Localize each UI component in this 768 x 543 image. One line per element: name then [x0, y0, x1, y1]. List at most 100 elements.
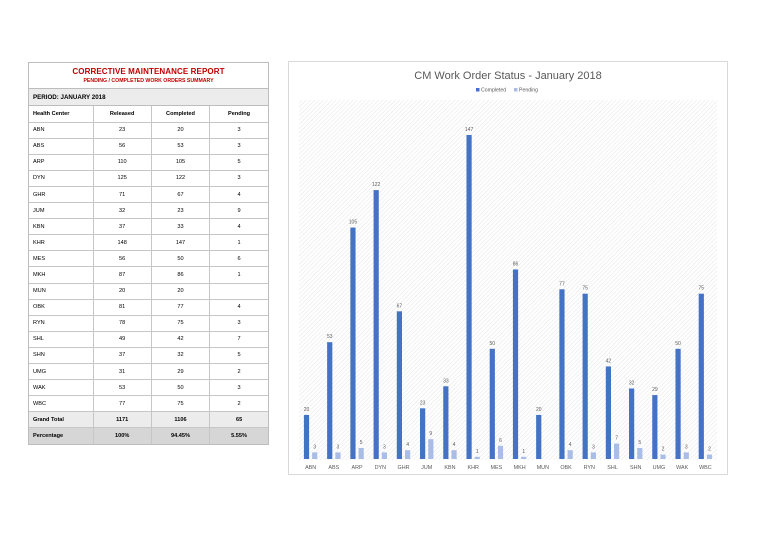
bar-pending-obk: [567, 450, 573, 459]
x-axis-ticks: ABN ABS ARP DYN GHR JUM KBN KHR MES MKH MUN OBK RYN S…: [305, 465, 712, 471]
report-table: Health Center Released Completed Pending…: [29, 106, 268, 444]
x-tick-label: WBC: [699, 465, 712, 471]
data-label-pending-mes: 6: [499, 438, 502, 444]
health-center-cell: ABN: [29, 121, 94, 139]
chart-title: CM Work Order Status - January 2018: [414, 70, 601, 82]
data-label-pending-abs: 3: [337, 444, 340, 450]
bar-completed-shn: [629, 388, 635, 459]
percentage-released: 100%: [92, 427, 152, 444]
released-cell: 87: [92, 266, 152, 284]
pending-cell: 6: [209, 250, 268, 268]
x-tick-label: MUN: [537, 465, 549, 471]
grand-total-released: 1171: [92, 411, 152, 429]
data-label-pending-jum: 9: [429, 431, 432, 437]
pending-cell: 3: [209, 169, 268, 187]
completed-cell: 42: [150, 330, 211, 348]
legend-swatch-pending: [514, 88, 518, 92]
data-label-completed-mkh: 86: [513, 261, 519, 267]
pending-cell: [209, 282, 268, 300]
released-cell: 71: [92, 185, 152, 204]
legend-swatch-completed: [476, 88, 480, 92]
bar-pending-umg: [660, 454, 666, 459]
pending-cell: 5: [209, 153, 268, 171]
health-center-cell: WAK: [29, 379, 94, 397]
data-label-pending-umg: 2: [662, 447, 665, 453]
grand-total-pending: 65: [209, 411, 268, 429]
health-center-cell: MUN: [29, 282, 94, 300]
bar-pending-jum: [428, 439, 434, 459]
released-cell: 77: [92, 395, 152, 413]
pending-cell: 9: [209, 202, 268, 220]
bar-pending-wak: [683, 452, 689, 459]
completed-cell: 105: [150, 153, 211, 171]
bar-completed-ryn: [582, 293, 588, 459]
data-label-completed-shl: 42: [606, 358, 612, 364]
released-cell: 37: [92, 346, 152, 365]
health-center-cell: SHL: [29, 330, 94, 348]
bar-pending-shl: [614, 443, 620, 459]
data-label-completed-mun: 20: [536, 407, 542, 413]
data-label-completed-jum: 23: [420, 400, 426, 406]
x-tick-label: DYN: [375, 465, 386, 471]
data-label-completed-shn: 32: [629, 380, 635, 386]
bar-completed-abn: [303, 414, 310, 459]
bar-pending-arp: [358, 447, 364, 459]
health-center-cell: MKH: [29, 266, 94, 284]
data-label-pending-ryn: 3: [592, 444, 595, 450]
completed-cell: 20: [150, 282, 211, 300]
table-row: KHR 148 147 1: [29, 234, 268, 252]
x-tick-label: SHN: [630, 465, 641, 471]
completed-cell: 67: [150, 185, 211, 204]
x-tick-label: MES: [491, 465, 503, 471]
completed-cell: 75: [150, 314, 211, 332]
table-header-row: Health Center Released Completed Pending: [29, 106, 268, 123]
data-label-pending-khr: 1: [476, 449, 479, 455]
health-center-cell: MES: [29, 250, 94, 268]
completed-cell: 29: [150, 362, 211, 381]
data-label-completed-wak: 50: [675, 341, 681, 347]
pending-cell: 3: [209, 121, 268, 139]
health-center-cell: DYN: [29, 169, 94, 187]
bar-completed-wbc: [698, 293, 704, 459]
table-row: WAK 53 50 3: [29, 379, 268, 397]
released-cell: 148: [92, 234, 152, 252]
bar-completed-kbn: [443, 386, 449, 459]
released-cell: 81: [92, 298, 152, 316]
bar-pending-ryn: [590, 452, 596, 459]
released-cell: 125: [92, 169, 152, 187]
pending-cell: 2: [209, 395, 268, 413]
report-period: PERIOD: JANUARY 2018: [29, 89, 268, 106]
data-label-pending-ghr: 4: [406, 442, 409, 448]
x-tick-label: ABN: [305, 465, 316, 471]
data-label-completed-ghr: 67: [397, 303, 403, 309]
released-cell: 32: [92, 202, 152, 220]
x-tick-label: RYN: [584, 465, 595, 471]
data-label-pending-shn: 5: [638, 440, 641, 446]
table-row: SHL 49 42 7: [29, 330, 268, 348]
bar-completed-khr: [466, 135, 472, 459]
completed-cell: 50: [150, 379, 211, 397]
column-header-pending: Pending: [209, 106, 268, 123]
maintenance-report: CORRECTIVE MAINTENANCE REPORT PENDING / …: [28, 62, 269, 445]
released-cell: 56: [92, 250, 152, 268]
health-center-cell: KHR: [29, 234, 94, 252]
data-label-pending-obk: 4: [569, 442, 572, 448]
completed-cell: 20: [150, 121, 211, 139]
chart-canvas: CM Work Order Status - January 2018 Comp…: [299, 70, 717, 471]
data-label-pending-wbc: 2: [708, 447, 711, 453]
percentage-label: Percentage: [29, 427, 94, 444]
bar-pending-khr: [474, 456, 480, 459]
work-order-chart: CM Work Order Status - January 2018 Comp…: [288, 61, 728, 475]
column-header-released: Released: [92, 106, 152, 123]
data-label-completed-khr: 147: [465, 127, 474, 133]
bar-completed-arp: [350, 227, 356, 459]
data-label-pending-mkh: 1: [522, 449, 525, 455]
pending-cell: 7: [209, 330, 268, 348]
health-center-cell: ABS: [29, 137, 94, 155]
table-row: WBC 77 75 2: [29, 395, 268, 413]
table-row: OBK 81 77 4: [29, 298, 268, 316]
table-row: MKH 87 86 1: [29, 266, 268, 284]
x-tick-label: OBK: [560, 465, 572, 471]
released-cell: 110: [92, 153, 152, 171]
data-label-completed-abn: 20: [304, 407, 310, 413]
